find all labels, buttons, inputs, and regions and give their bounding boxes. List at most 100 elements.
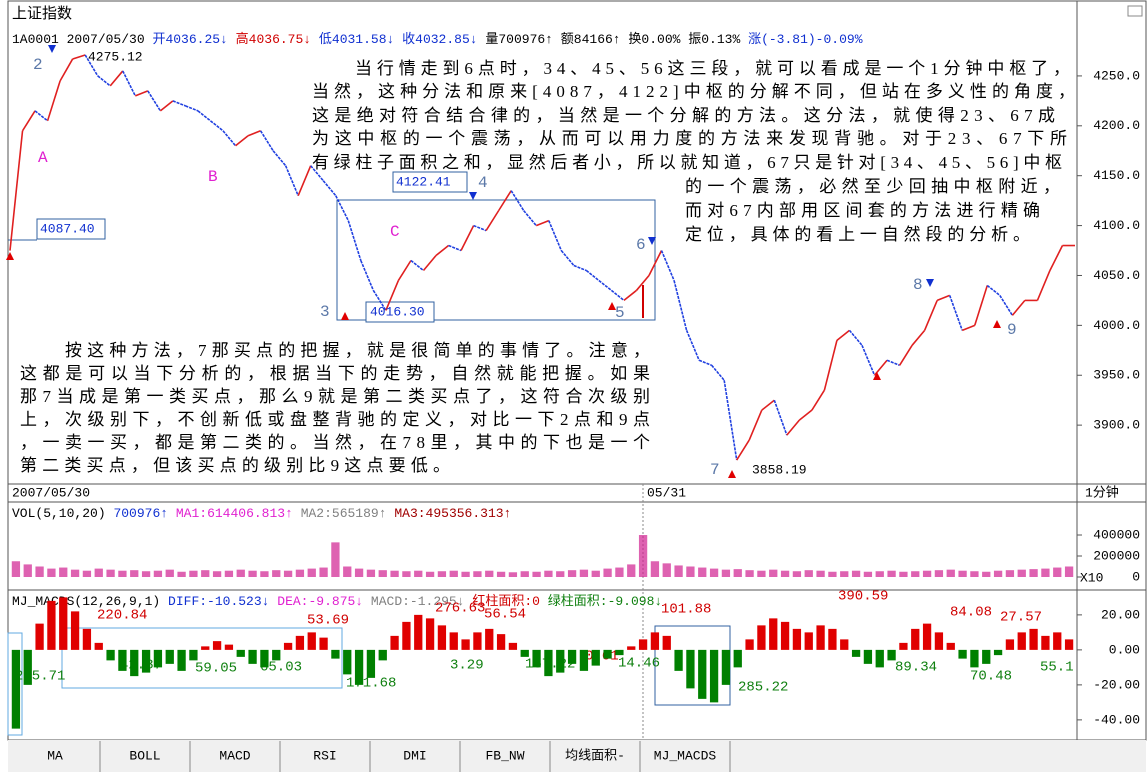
y-tick-label: 400000	[1093, 527, 1140, 542]
bar	[1053, 632, 1062, 650]
bar	[1029, 569, 1038, 577]
price-segment	[335, 195, 350, 221]
bar	[189, 649, 198, 661]
window-button[interactable]	[1127, 5, 1143, 17]
bar	[709, 568, 719, 577]
bar	[567, 649, 577, 664]
bar	[922, 623, 932, 650]
price-segment	[711, 364, 725, 381]
bar	[591, 570, 600, 577]
price-segment	[573, 264, 587, 272]
price-segment	[523, 210, 537, 227]
bar	[899, 642, 908, 650]
bar	[875, 571, 884, 577]
price-segment	[185, 105, 199, 112]
bar	[792, 628, 802, 650]
macd-label: 65.03	[260, 660, 302, 676]
tab-bar	[8, 740, 1146, 772]
macd-label: 14.46	[618, 656, 660, 672]
bar	[319, 637, 328, 650]
price-segment	[122, 70, 137, 97]
bar	[769, 569, 778, 577]
bar	[567, 570, 577, 577]
point-label: 3	[320, 303, 330, 321]
bar	[745, 639, 754, 650]
label-box	[365, 301, 435, 323]
bar	[698, 567, 707, 577]
indicator-value: DIFF:-10.523↓	[168, 594, 269, 609]
bar	[437, 625, 447, 650]
bar	[248, 570, 257, 577]
price-segment	[923, 300, 938, 331]
arrow	[993, 320, 1001, 328]
period-label: 1分钟	[1085, 484, 1119, 500]
pivot-box	[336, 199, 656, 321]
bar	[993, 649, 1003, 656]
y-tick-label: -40.00	[1093, 712, 1140, 727]
point-label: 6	[636, 236, 646, 254]
bar	[11, 649, 21, 729]
bar	[875, 649, 884, 668]
bar	[189, 570, 198, 577]
tab[interactable]: MACD	[219, 748, 250, 763]
bar	[532, 649, 541, 668]
bar	[1064, 566, 1074, 577]
bar	[485, 570, 494, 577]
macd-label: 59.05	[195, 661, 237, 677]
bar	[366, 569, 376, 577]
price-segment	[861, 345, 876, 376]
tab[interactable]: DMI	[403, 748, 426, 763]
bar	[236, 649, 245, 657]
y-tick-label: 3950.0	[1093, 368, 1140, 383]
tab[interactable]: MJ_MACDS	[654, 748, 717, 763]
segment-label: B	[208, 168, 218, 186]
bar	[946, 642, 955, 650]
price-segment	[422, 255, 437, 271]
bar	[733, 649, 742, 668]
bar	[1005, 570, 1015, 577]
tab[interactable]: 均线面积-	[565, 748, 625, 763]
macd-label: 101.88	[661, 602, 711, 618]
bar	[828, 628, 837, 650]
arrow	[873, 372, 881, 380]
note-line: 有绿柱子面积之和，显然后者小，所以就知道，67只是针对[34、45、56]中枢	[312, 153, 1062, 172]
bar	[118, 649, 127, 671]
price-segment	[284, 165, 299, 196]
bar	[307, 568, 316, 577]
volume-header: VOL(5,10,20) 700976↑ MA1:614406.813↑ MA2…	[12, 506, 511, 521]
bar	[863, 649, 873, 664]
note-line: 上，次级别下，不创新低或盘整背驰的定义，对比一下2点和9点	[20, 410, 650, 429]
bar	[449, 570, 458, 577]
bar	[638, 639, 648, 650]
date-label: 05/31	[647, 485, 686, 500]
bar	[177, 649, 186, 671]
bar	[59, 597, 68, 650]
tab[interactable]: RSI	[313, 748, 336, 763]
price-segment	[848, 329, 863, 346]
bar	[437, 571, 447, 577]
tab[interactable]: BOLL	[129, 748, 160, 763]
price-segment	[886, 359, 900, 367]
sell-arrows	[48, 45, 934, 287]
tab[interactable]: FB_NW	[485, 748, 524, 763]
bar	[780, 621, 790, 650]
bar	[118, 570, 127, 577]
macd-label: 56.54	[484, 607, 526, 623]
note-line: 当然，这种分法和原来[4087，4122]中枢的分解不同，但站在多义性的角度，	[312, 82, 1075, 101]
bar	[970, 649, 979, 668]
bar	[662, 563, 671, 577]
bar	[721, 649, 731, 685]
bar	[556, 571, 565, 577]
y-tick-label: 4200.0	[1093, 118, 1140, 133]
price-segment	[460, 225, 475, 251]
tab[interactable]: MA	[47, 748, 63, 763]
price-segment	[585, 269, 600, 282]
bar	[260, 571, 269, 577]
bar	[532, 571, 541, 577]
bar	[414, 570, 423, 577]
bar	[544, 570, 553, 577]
segment-label: A	[38, 149, 48, 167]
macd-box	[7, 632, 23, 736]
